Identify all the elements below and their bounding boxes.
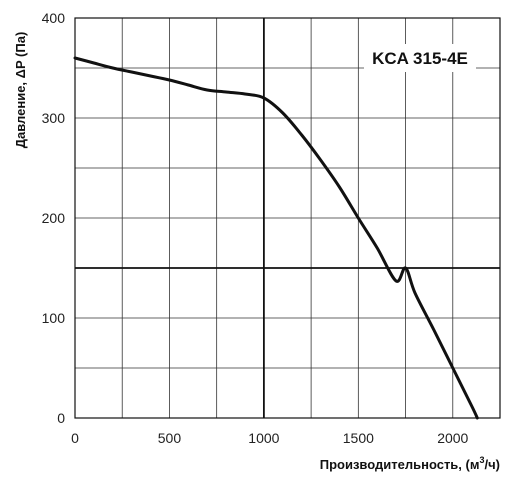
y-tick-labels: 0 100 200 300 400 xyxy=(42,10,66,426)
x-tick-labels: 0 500 1000 1500 2000 xyxy=(71,430,468,446)
x-tick-label: 1500 xyxy=(343,430,374,446)
y-axis-label: Давление, ΔP (Па) xyxy=(13,32,28,149)
plot-frame xyxy=(74,17,501,419)
y-tick-label: 400 xyxy=(42,10,66,26)
performance-curve xyxy=(73,56,479,420)
reference-lines xyxy=(75,18,500,418)
y-tick-label: 0 xyxy=(57,410,65,426)
y-tick-label: 200 xyxy=(42,210,66,226)
x-tick-label: 2000 xyxy=(437,430,468,446)
series-group xyxy=(73,56,479,420)
x-axis-label: Производительность, (м3/ч) xyxy=(320,455,500,472)
title-background xyxy=(364,44,476,72)
y-tick-label: 300 xyxy=(42,110,66,126)
grid xyxy=(74,17,501,419)
x-tick-label: 0 xyxy=(71,430,79,446)
x-axis-label-superscript: 3 xyxy=(479,455,484,465)
x-axis-label-suffix: /ч) xyxy=(485,457,501,472)
y-tick-label: 100 xyxy=(42,310,66,326)
x-tick-label: 1000 xyxy=(248,430,279,446)
chart-title: KCA 315-4E xyxy=(372,49,468,68)
x-tick-label: 500 xyxy=(158,430,182,446)
x-axis-label-main: Производительность, (м xyxy=(320,457,480,472)
